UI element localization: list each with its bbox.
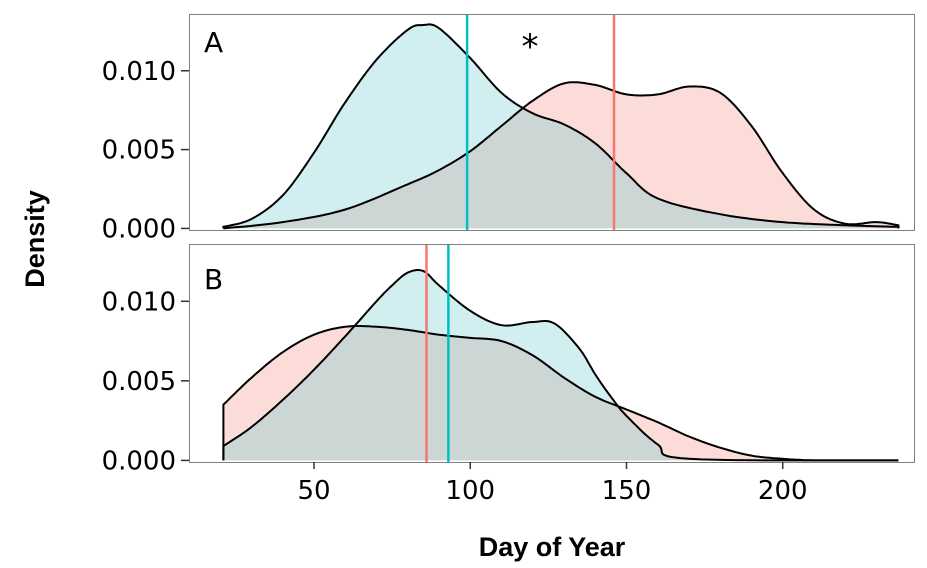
y-tick-label: 0.000 [102,214,176,244]
x-axis: 50 100 150 200 [297,462,808,506]
x-tick-label: 100 [445,476,495,506]
panel-a-label: A [204,26,223,59]
panel-b-label: B [204,263,223,296]
y-tick-label: 0.005 [102,136,176,166]
red-density-curve [222,325,899,462]
overlap-area [223,326,899,461]
significance-annotation: * [522,27,539,67]
y-tick-label: 0.010 [102,287,176,317]
y-tick-label: 0.010 [102,57,176,87]
y-axis-title: Density [20,190,50,288]
red-density-curve [223,81,900,230]
panel-b-border [189,244,915,463]
panel-a: 0.000 0.005 0.010 A * [102,14,915,244]
overlap-area [223,108,899,229]
cyan-density-curve [222,269,899,462]
y-tick-label: 0.005 [102,367,176,397]
x-axis-title: Day of Year [479,532,626,562]
panel-a-border [189,14,915,231]
cyan-density-curve [222,23,900,229]
y-tick-label: 0.000 [102,446,176,476]
x-tick-label: 200 [758,476,808,506]
x-tick-label: 150 [602,476,652,506]
panel-b: 0.000 0.005 0.010 B [102,244,915,476]
x-tick-label: 50 [297,476,330,506]
